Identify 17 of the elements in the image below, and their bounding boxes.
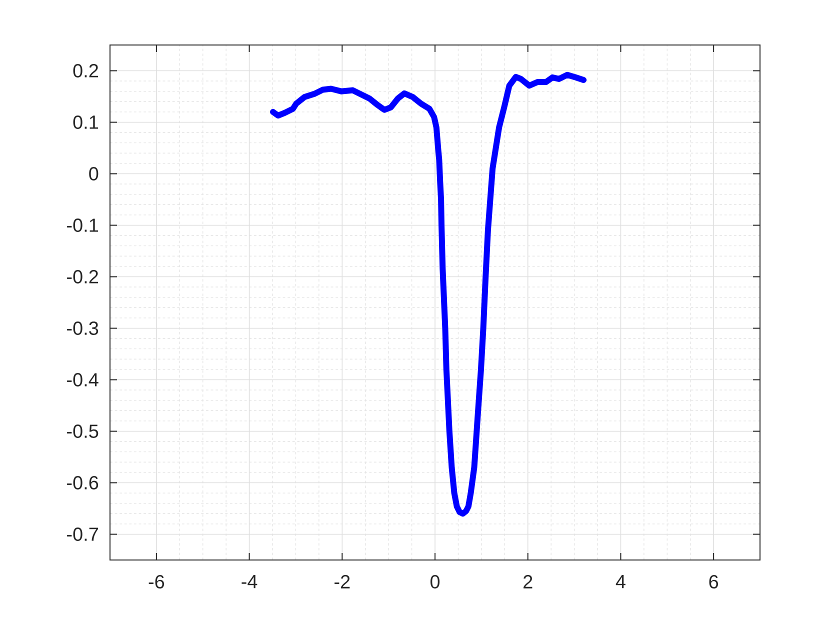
y-tick-label: -0.7 [67, 528, 98, 541]
x-tick-label: 0 [430, 575, 440, 589]
x-tick-label: 4 [616, 575, 626, 588]
y-tick-label: -0.5 [67, 424, 98, 438]
y-tick-label: -0.2 [67, 270, 98, 284]
y-tick-label: 0.2 [73, 64, 98, 78]
x-tick-label: -2 [334, 575, 350, 588]
y-tick-label: -0.6 [67, 476, 98, 490]
x-tick-label: 2 [524, 575, 532, 588]
x-tick-label: 6 [709, 575, 718, 589]
x-tick-label: -4 [242, 575, 258, 588]
y-tick-label: 0 [89, 167, 98, 180]
x-tick-label: -6 [148, 575, 164, 589]
y-tick-label: 0.1 [73, 115, 98, 129]
y-tick-label: -0.3 [67, 322, 98, 335]
y-tick-label: -0.4 [67, 373, 98, 386]
y-tick-label: -0.1 [67, 218, 98, 232]
